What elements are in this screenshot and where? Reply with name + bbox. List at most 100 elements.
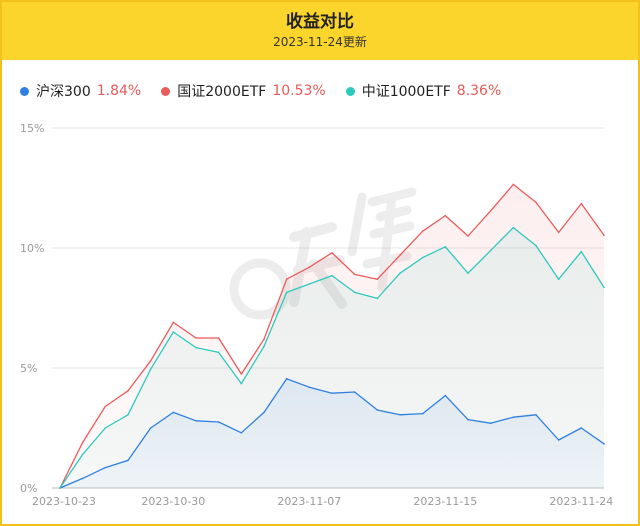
legend-dot-zz1000: [345, 86, 355, 96]
series-lines: [59, 183, 605, 489]
data-point-hs300: [263, 411, 265, 414]
data-point-hs300: [353, 391, 356, 393]
data-point-hs300: [81, 477, 84, 480]
data-point-gz2000: [127, 390, 129, 392]
legend-label-hs300: 沪深300: [36, 84, 91, 100]
legend-label-zz1000: 中证1000ETF: [361, 84, 451, 100]
data-point-zz1000: [217, 351, 220, 354]
data-point-zz1000: [353, 291, 356, 294]
data-point-zz1000: [489, 249, 492, 252]
data-point-zz1000: [127, 414, 129, 416]
data-point-gz2000: [81, 441, 84, 444]
legend-value-gz2000: 10.53%: [272, 83, 326, 99]
data-point-hs300: [557, 439, 560, 441]
legend-label-gz2000: 国证2000ETF: [177, 84, 267, 100]
data-point-gz2000: [331, 252, 333, 254]
data-point-gz2000: [489, 210, 492, 212]
data-point-gz2000: [217, 337, 220, 339]
data-point-zz1000: [331, 274, 333, 277]
x-tick-label: 2023-10-30: [141, 495, 205, 508]
legend-item-hs300[interactable]: 沪深300 1.84%: [20, 81, 141, 101]
data-point-gz2000: [353, 273, 356, 276]
data-point-hs300: [172, 411, 175, 414]
data-point-gz2000: [263, 338, 265, 341]
data-point-zz1000: [104, 427, 107, 429]
axis-labels: 0% 5% 10% 15% 2023-10-23 2023-10-30 2023-11-07…: [20, 122, 613, 508]
data-point-zz1000: [399, 272, 401, 275]
data-point-hs300: [127, 459, 129, 462]
data-point-gz2000: [308, 266, 311, 269]
legend-item-zz1000[interactable]: 中证1000ETF 8.36%: [345, 81, 502, 101]
data-point-gz2000: [285, 278, 288, 281]
data-point-gz2000: [557, 231, 560, 234]
data-point-hs300: [149, 427, 152, 429]
data-point-hs300: [217, 421, 220, 423]
data-point-hs300: [444, 394, 447, 397]
data-point-gz2000: [603, 234, 605, 237]
data-point-gz2000: [580, 202, 583, 205]
data-point-gz2000: [376, 278, 379, 281]
data-point-zz1000: [59, 487, 61, 489]
legend-dot-gz2000: [161, 86, 171, 96]
data-point-zz1000: [603, 286, 605, 289]
chart-legend: 沪深300 1.84% 国证2000ETF 10.53% 中证1000ETF 8…: [20, 80, 521, 102]
series-areas: [60, 184, 604, 488]
x-tick-label: 2023-11-15: [413, 495, 477, 508]
data-point-hs300: [240, 432, 243, 434]
legend-value-zz1000: 8.36%: [456, 83, 502, 99]
data-point-zz1000: [376, 297, 379, 300]
data-point-zz1000: [81, 453, 84, 456]
y-tick-label: 0%: [20, 482, 37, 495]
y-tick-label: 10%: [20, 242, 44, 255]
data-point-gz2000: [104, 405, 107, 408]
legend-value-hs300: 1.84%: [96, 83, 142, 99]
data-point-zz1000: [512, 226, 515, 229]
data-point-zz1000: [240, 382, 243, 385]
data-point-hs300: [421, 412, 424, 415]
data-point-hs300: [603, 443, 605, 445]
data-point-zz1000: [444, 246, 447, 248]
y-tick-label: 5%: [20, 362, 37, 375]
data-point-zz1000: [172, 331, 175, 333]
data-point-zz1000: [308, 283, 311, 285]
data-point-gz2000: [172, 321, 175, 324]
data-point-hs300: [535, 414, 537, 416]
legend-item-gz2000[interactable]: 国证2000ETF 10.53%: [161, 81, 326, 101]
update-date: 2023-11-24更新: [273, 35, 367, 49]
data-point-gz2000: [195, 337, 197, 339]
data-point-hs300: [489, 422, 492, 425]
data-point-hs300: [376, 409, 379, 411]
area-hs300: [60, 378, 604, 488]
data-point-gz2000: [467, 235, 469, 237]
data-point-zz1000: [535, 244, 537, 247]
data-point-zz1000: [195, 346, 197, 349]
data-point-gz2000: [240, 373, 243, 375]
data-point-zz1000: [149, 368, 152, 371]
data-point-zz1000: [263, 345, 265, 348]
data-point-zz1000: [557, 278, 560, 281]
data-point-hs300: [331, 392, 333, 395]
data-point-zz1000: [421, 256, 424, 259]
data-point-hs300: [104, 466, 107, 469]
data-point-zz1000: [285, 291, 288, 294]
x-tick-label: 2023-11-07: [277, 495, 341, 508]
legend-dot-hs300: [20, 86, 29, 96]
data-point-gz2000: [399, 254, 401, 256]
data-point-hs300: [308, 386, 311, 389]
data-point-zz1000: [580, 250, 583, 253]
data-point-zz1000: [467, 272, 469, 275]
data-point-hs300: [399, 414, 401, 416]
data-point-hs300: [195, 420, 197, 422]
chart-title: 收益对比: [286, 12, 354, 32]
data-point-gz2000: [421, 230, 424, 232]
data-point-hs300: [580, 427, 583, 429]
data-point-gz2000: [149, 360, 152, 362]
y-tick-label: 15%: [20, 122, 44, 135]
data-point-hs300: [285, 378, 288, 380]
x-tick-label: 2023-11-24: [549, 495, 613, 508]
data-point-gz2000: [535, 201, 537, 204]
data-point-gz2000: [512, 183, 515, 186]
data-point-gz2000: [444, 214, 447, 217]
